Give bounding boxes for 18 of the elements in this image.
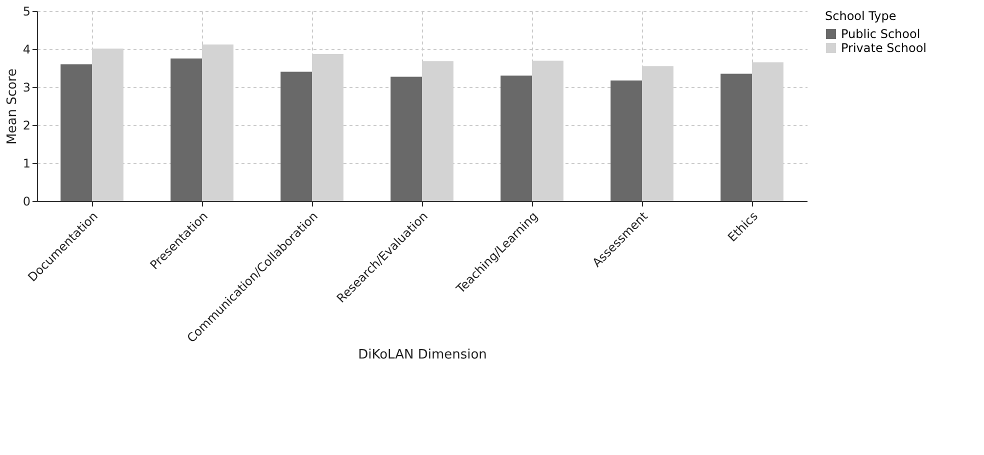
y-tick-label: 2 <box>22 118 30 132</box>
y-tick-label: 0 <box>22 194 30 208</box>
bar <box>170 58 202 201</box>
y-tick-label: 4 <box>22 42 30 56</box>
bar <box>610 80 642 201</box>
y-tick-label: 3 <box>22 80 30 94</box>
legend-title: School Type <box>825 9 896 23</box>
legend-label: Private School <box>841 41 926 55</box>
y-tick-label: 5 <box>22 4 30 18</box>
bar <box>60 64 92 201</box>
y-axis-title: Mean Score <box>4 68 20 144</box>
bar <box>280 72 312 201</box>
legend-label: Public School <box>841 27 920 41</box>
bar <box>390 76 422 201</box>
bar <box>720 74 752 201</box>
y-tick-label: 1 <box>22 156 30 170</box>
x-axis-title: DiKoLAN Dimension <box>358 348 487 363</box>
bar <box>500 76 532 201</box>
